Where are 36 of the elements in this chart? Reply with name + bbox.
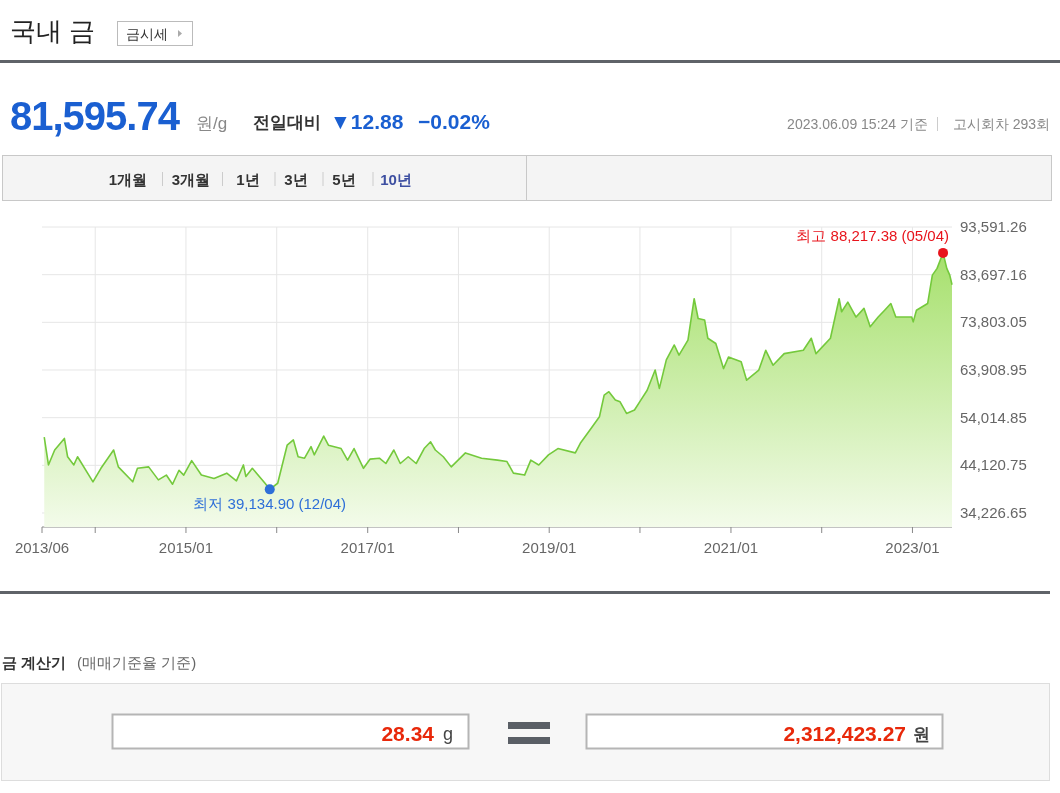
y-tick-label: 93,591.26	[960, 218, 1027, 235]
text: 전일대비	[253, 113, 321, 132]
text: 금 계산기	[2, 654, 67, 671]
text: g	[443, 724, 454, 744]
text: 2023.06.09 15:24 기준	[787, 116, 928, 132]
text: 1개월	[108, 171, 148, 188]
text: 10년	[380, 171, 412, 188]
text: ▼12.88	[330, 110, 404, 133]
text: 81,595.74	[10, 94, 181, 138]
text: 3년	[284, 171, 308, 188]
x-tick-label: 2017/01	[340, 539, 395, 556]
text: 원	[913, 725, 930, 744]
y-tick-label: 63,908.95	[960, 361, 1027, 378]
x-tick-label: 2019/01	[522, 539, 577, 556]
text: 5년	[332, 171, 356, 188]
text: 금시세	[126, 26, 168, 42]
text: (매매기준율 기준)	[77, 654, 197, 671]
text: 28.34	[381, 722, 435, 745]
y-tick-label: 34,226.65	[960, 504, 1027, 521]
annotation: 최고 88,217.38 (05/04)	[796, 226, 950, 244]
x-tick-label: 2013/06	[14, 539, 70, 556]
x-tick-label: 2023/01	[885, 539, 940, 556]
y-tick-label: 73,803.05	[960, 313, 1027, 331]
x-tick-label: 2021/01	[703, 539, 759, 556]
text: 3개월	[171, 171, 211, 188]
y-tick-label: 44,120.75	[960, 456, 1027, 474]
y-tick-label: 83,697.16	[960, 265, 1027, 283]
annotation: 최저 39,134.90 (12/04)	[193, 495, 347, 513]
text: −0.02%	[418, 110, 491, 133]
y-tick-label: 54,014.85	[960, 408, 1027, 426]
text: 원/g	[196, 114, 228, 133]
text: 1년	[236, 171, 260, 188]
x-tick-label: 2015/01	[158, 539, 214, 556]
chart-title: 국내 금	[10, 16, 96, 46]
text: 2,312,423.27	[783, 722, 906, 745]
text: 고시회차 293회	[952, 116, 1050, 132]
